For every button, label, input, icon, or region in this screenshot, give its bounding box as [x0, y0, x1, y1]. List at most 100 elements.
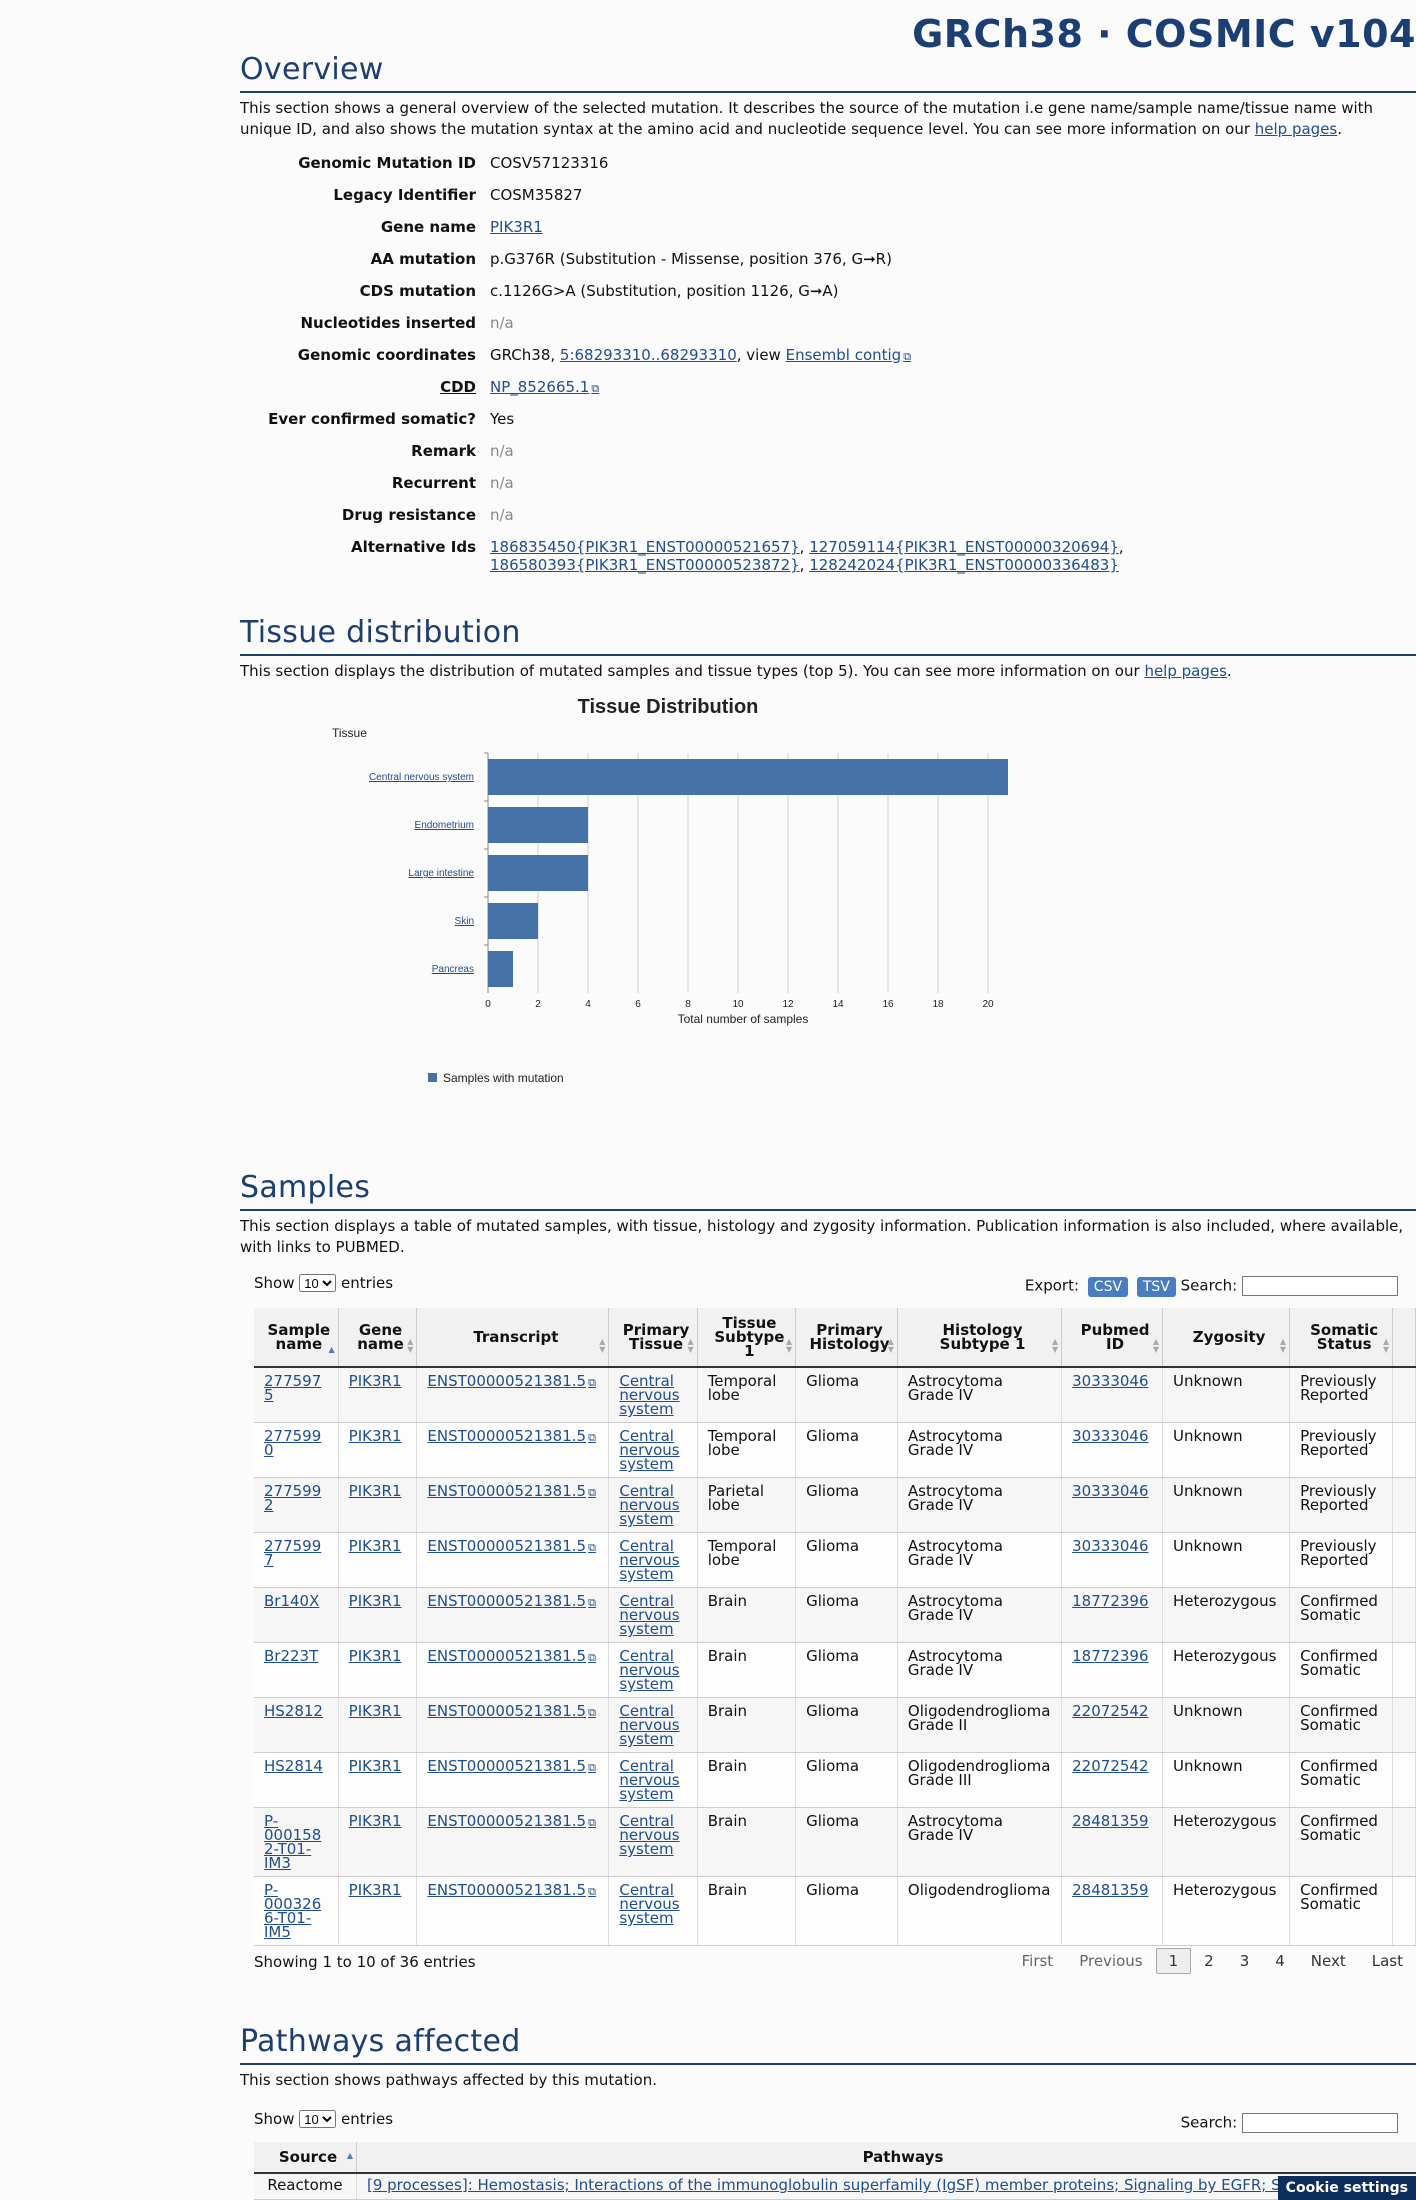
tissue-link[interactable]: Central nervous system — [619, 1427, 680, 1473]
pager-2[interactable]: 2 — [1204, 1952, 1214, 1970]
gene-link[interactable]: PIK3R1 — [348, 1702, 402, 1720]
ensembl-contig-link[interactable]: Ensembl contig — [786, 346, 911, 364]
transcript-link[interactable]: ENST00000521381.5 — [427, 1482, 596, 1500]
column-header-9[interactable]: Somatic Status ▲ ▼ — [1289, 1308, 1394, 1368]
pager-next[interactable]: Next — [1310, 1952, 1346, 1970]
field-label: Recurrent — [391, 474, 476, 492]
column-header-0[interactable]: Sample name ▲ — [254, 1308, 339, 1368]
pager-first[interactable]: First — [1021, 1952, 1054, 1970]
gene-link[interactable]: PIK3R1 — [348, 1757, 402, 1775]
transcript-link[interactable]: ENST00000521381.5 — [427, 1702, 596, 1720]
column-header-8[interactable]: Zygosity ▲ ▼ — [1162, 1308, 1291, 1368]
pubmed-link[interactable]: 28481359 — [1072, 1881, 1149, 1899]
sample-link[interactable]: 2775975 — [264, 1372, 322, 1404]
overview-row: Legacy Identifier COSM35827 — [240, 186, 1410, 204]
pager-previous[interactable]: Previous — [1079, 1952, 1143, 1970]
pathways-header-pathways[interactable]: Pathways▲▼ — [356, 2142, 1416, 2174]
gene-link[interactable]: PIK3R1 — [348, 1427, 402, 1445]
table-cell: PIK3R1 — [338, 1876, 418, 1946]
pager-4[interactable]: 4 — [1275, 1952, 1285, 1970]
field-link[interactable]: 5:68293310..68293310 — [559, 346, 737, 364]
gene-link[interactable]: PIK3R1 — [348, 1812, 402, 1830]
tissue-link[interactable]: Central nervous system — [619, 1757, 680, 1803]
column-header-4[interactable]: Tissue Subtype 1 ▲ ▼ — [697, 1308, 797, 1368]
pathways-search-input[interactable] — [1242, 2113, 1398, 2133]
column-header-5[interactable]: Primary Histology ▲ ▼ — [795, 1308, 898, 1368]
field-link[interactable]: NP_852665.1 — [490, 378, 599, 396]
column-header-7[interactable]: Pubmed ID ▲ ▼ — [1061, 1308, 1164, 1368]
chart-x-tick-label: 12 — [782, 999, 794, 1010]
cookie-settings-button[interactable]: Cookie settings — [1277, 2176, 1416, 2200]
tissue-link[interactable]: Central nervous system — [619, 1372, 680, 1418]
pubmed-link[interactable]: 30333046 — [1072, 1427, 1149, 1445]
sample-link[interactable]: P-0003266-T01-IM5 — [264, 1881, 322, 1941]
tissue-link[interactable]: Central nervous system — [619, 1537, 680, 1583]
field-link[interactable]: PIK3R1 — [490, 218, 543, 236]
pubmed-link[interactable]: 30333046 — [1072, 1537, 1149, 1555]
transcript-link[interactable]: ENST00000521381.5 — [427, 1812, 596, 1830]
sample-link[interactable]: 2775992 — [264, 1482, 322, 1514]
column-header-more[interactable] — [1392, 1308, 1416, 1368]
pager-3[interactable]: 3 — [1239, 1952, 1250, 1970]
gene-link[interactable]: PIK3R1 — [348, 1482, 402, 1500]
pager-last[interactable]: Last — [1371, 1952, 1403, 1970]
column-header-2[interactable]: Transcript ▲ ▼ — [416, 1308, 610, 1368]
help-pages-link[interactable]: help pages — [1254, 120, 1338, 138]
sample-link[interactable]: Br223T — [264, 1647, 319, 1665]
column-header-3[interactable]: Primary Tissue ▲ ▼ — [608, 1308, 698, 1368]
chart-category-label[interactable]: Pancreas — [432, 964, 474, 975]
tissue-link[interactable]: Central nervous system — [619, 1812, 680, 1858]
gene-link[interactable]: PIK3R1 — [348, 1647, 402, 1665]
entries-select[interactable]: 10 — [299, 1274, 337, 1292]
pathways-header-source[interactable]: Source ▲ — [254, 2142, 357, 2174]
tissue-link[interactable]: Central nervous system — [619, 1592, 680, 1638]
pubmed-link[interactable]: 30333046 — [1072, 1372, 1149, 1390]
sample-link[interactable]: HS2812 — [264, 1702, 323, 1720]
chart-category-label[interactable]: Skin — [455, 916, 474, 927]
sample-link[interactable]: Br140X — [264, 1592, 320, 1610]
transcript-link[interactable]: ENST00000521381.5 — [427, 1592, 596, 1610]
transcript-link[interactable]: ENST00000521381.5 — [427, 1757, 596, 1775]
transcript-link[interactable]: ENST00000521381.5 — [427, 1537, 596, 1555]
gene-link[interactable]: PIK3R1 — [348, 1592, 402, 1610]
table-cell: ENST00000521381.5 — [416, 1752, 610, 1808]
csv-export-button[interactable]: CSV — [1087, 1276, 1129, 1297]
pathways-entries-select[interactable]: 10 — [299, 2110, 337, 2128]
pubmed-link[interactable]: 22072542 — [1072, 1757, 1149, 1775]
alternative-id-link[interactable]: 128242024{PIK3R1_ENST00000336483} — [809, 556, 1119, 574]
alternative-id-link[interactable]: 127059114{PIK3R1_ENST00000320694} — [809, 538, 1119, 556]
chart-category-label[interactable]: Large intestine — [408, 868, 474, 879]
tissue-link[interactable]: Central nervous system — [619, 1881, 680, 1927]
tsv-export-button[interactable]: TSV — [1136, 1276, 1176, 1297]
pubmed-link[interactable]: 28481359 — [1072, 1812, 1149, 1830]
pager-1[interactable]: 1 — [1155, 1948, 1192, 1974]
tissue-link[interactable]: Central nervous system — [619, 1647, 680, 1693]
transcript-link[interactable]: ENST00000521381.5 — [427, 1372, 596, 1390]
pubmed-link[interactable]: 30333046 — [1072, 1482, 1149, 1500]
column-header-1[interactable]: Gene name ▲ ▼ — [338, 1308, 418, 1368]
sample-link[interactable]: P-0001582-T01-IM3 — [264, 1812, 322, 1872]
chart-category-label[interactable]: Central nervous system — [369, 772, 474, 783]
chart-category-label[interactable]: Endometrium — [415, 820, 474, 831]
gene-link[interactable]: PIK3R1 — [348, 1372, 402, 1390]
help-pages-link[interactable]: help pages — [1144, 662, 1227, 680]
tissue-link[interactable]: Central nervous system — [619, 1702, 680, 1748]
samples-search-input[interactable] — [1242, 1276, 1398, 1296]
sample-link[interactable]: HS2814 — [264, 1757, 323, 1775]
transcript-link[interactable]: ENST00000521381.5 — [427, 1427, 596, 1445]
pathway-link[interactable]: [9 processes]: Hemostasis; Interactions … — [367, 2176, 1341, 2194]
sample-link[interactable]: 2775997 — [264, 1537, 322, 1569]
transcript-link[interactable]: ENST00000521381.5 — [427, 1881, 596, 1899]
pubmed-link[interactable]: 18772396 — [1072, 1647, 1149, 1665]
pubmed-link[interactable]: 22072542 — [1072, 1702, 1149, 1720]
column-header-6[interactable]: Histology Subtype 1 ▲ ▼ — [897, 1308, 1063, 1368]
gene-link[interactable]: PIK3R1 — [348, 1881, 402, 1899]
alternative-id-link[interactable]: 186580393{PIK3R1_ENST00000523872} — [490, 556, 800, 574]
tissue-link[interactable]: Central nervous system — [619, 1482, 680, 1528]
transcript-link[interactable]: ENST00000521381.5 — [427, 1647, 596, 1665]
pubmed-link[interactable]: 18772396 — [1072, 1592, 1149, 1610]
alternative-id-link[interactable]: 186835450{PIK3R1_ENST00000521657} — [490, 538, 800, 556]
sample-link[interactable]: 2775990 — [264, 1427, 322, 1459]
chart-x-tick-label: 4 — [585, 999, 591, 1010]
gene-link[interactable]: PIK3R1 — [348, 1537, 402, 1555]
